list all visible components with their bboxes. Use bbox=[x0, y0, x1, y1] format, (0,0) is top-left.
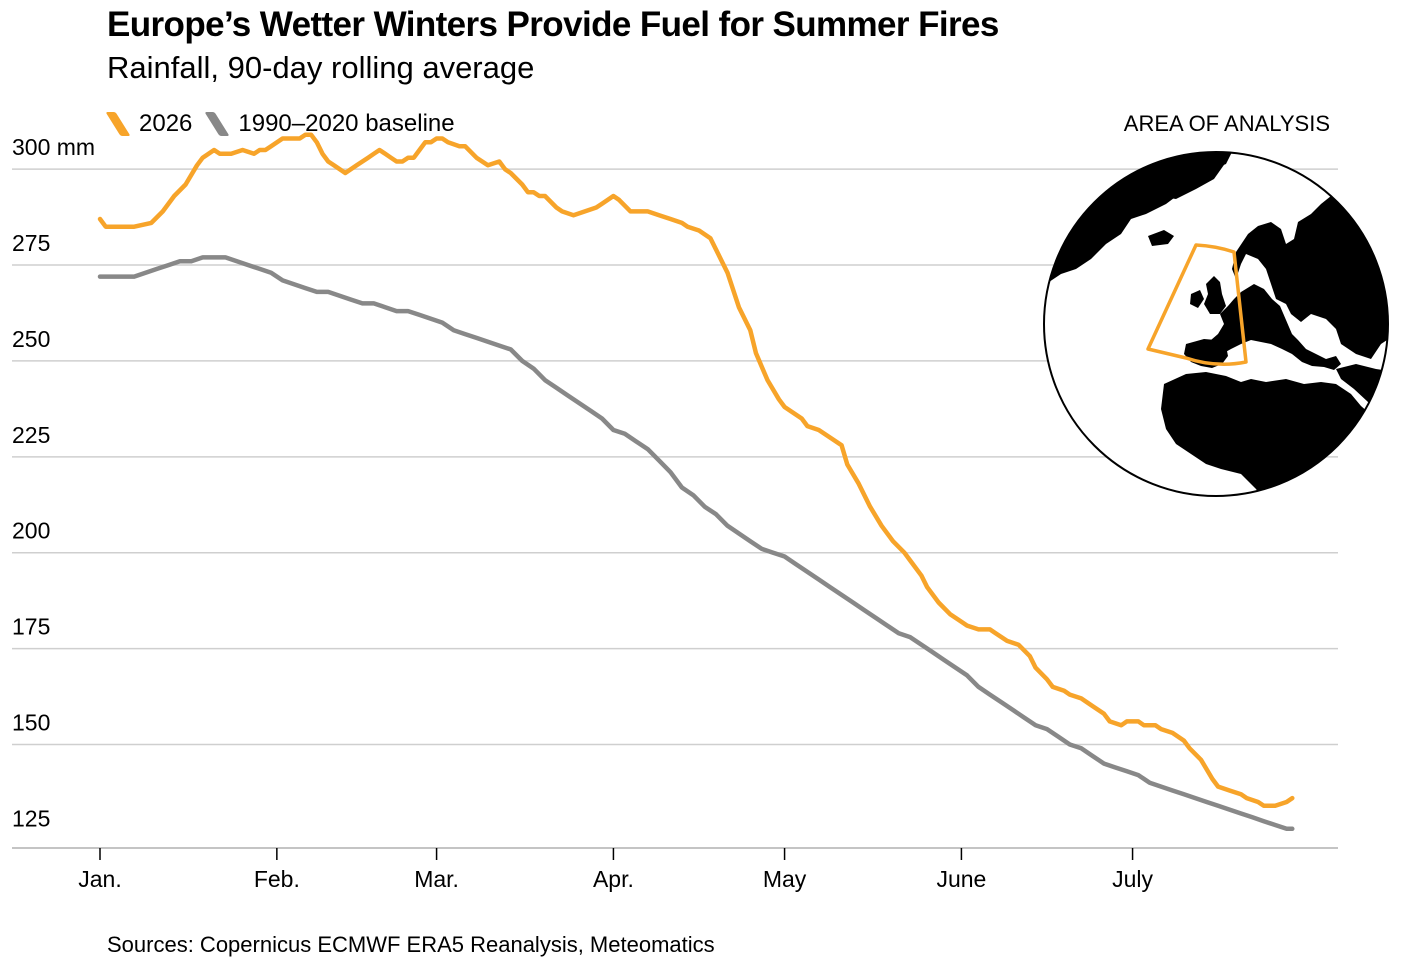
x-tick-label: May bbox=[763, 866, 807, 892]
series-line-2026 bbox=[97, 132, 1295, 809]
y-tick-label: 150 bbox=[12, 709, 50, 735]
y-tick-label: 175 bbox=[12, 614, 50, 640]
land-iceland bbox=[1148, 230, 1174, 246]
gridlines bbox=[12, 168, 1338, 746]
y-tick-label: 300 mm bbox=[12, 134, 95, 160]
x-tick-label: July bbox=[1112, 866, 1153, 892]
land-ireland bbox=[1190, 290, 1204, 308]
chart-title: Europe’s Wetter Winters Provide Fuel for… bbox=[107, 5, 999, 44]
x-tick-label: June bbox=[936, 866, 986, 892]
y-tick-label: 275 bbox=[12, 230, 50, 256]
source-note: Sources: Copernicus ECMWF ERA5 Reanalysi… bbox=[107, 932, 715, 957]
series-line-baseline bbox=[97, 255, 1295, 832]
y-tick-label: 200 bbox=[12, 518, 50, 544]
legend-label-baseline: 1990–2020 baseline bbox=[238, 110, 455, 137]
chart-subtitle: Rainfall, 90-day rolling average bbox=[107, 50, 535, 85]
analysis-area-outline bbox=[1146, 243, 1248, 366]
legend: 2026 1990–2020 baseline bbox=[105, 110, 469, 138]
series-lines bbox=[97, 132, 1295, 832]
x-tick-label: Mar. bbox=[414, 866, 459, 892]
y-axis-ticks: 125 150 175 200 225 250 275 300 mm bbox=[12, 134, 95, 831]
y-tick-label: 225 bbox=[12, 422, 50, 448]
globe-border bbox=[1043, 151, 1389, 497]
land-south-america-tip bbox=[1044, 444, 1086, 496]
legend-item-2026: 2026 bbox=[105, 110, 193, 138]
y-tick-label: 125 bbox=[12, 805, 50, 831]
x-tick-label: Feb. bbox=[254, 866, 300, 892]
x-tick-label: Apr. bbox=[593, 866, 634, 892]
legend-item-baseline: 1990–2020 baseline bbox=[204, 110, 455, 138]
land-britain bbox=[1204, 276, 1226, 314]
legend-label-2026: 2026 bbox=[139, 110, 193, 137]
globe-map bbox=[1043, 151, 1389, 497]
y-tick-label: 250 bbox=[12, 326, 50, 352]
inset-title: AREA OF ANALYSIS bbox=[1123, 111, 1330, 136]
x-axis-ticks: Jan. Feb. Mar. Apr. May June July bbox=[78, 848, 1154, 892]
land-greenland-north bbox=[1146, 154, 1226, 199]
x-tick-label: Jan. bbox=[78, 866, 121, 892]
